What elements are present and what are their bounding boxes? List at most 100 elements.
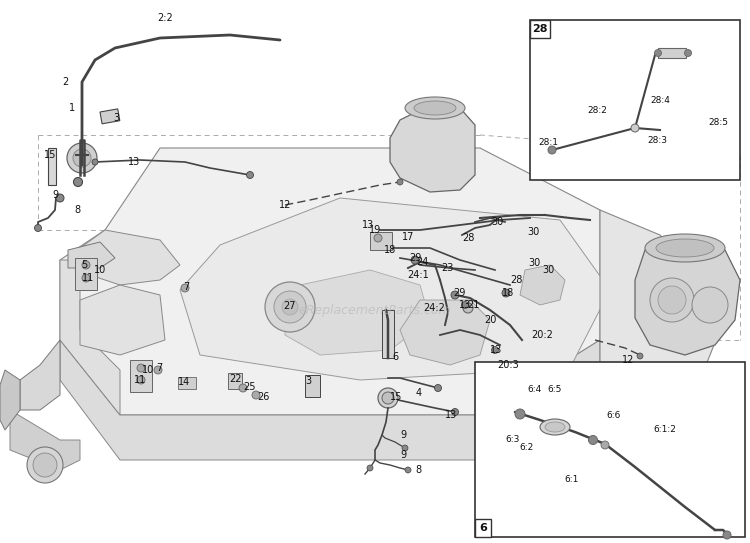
Polygon shape (68, 242, 115, 268)
Circle shape (92, 159, 98, 165)
Text: 25: 25 (244, 382, 256, 392)
Circle shape (502, 289, 510, 297)
Circle shape (515, 409, 525, 419)
Text: 20: 20 (484, 315, 496, 325)
Bar (100, 109, 120, 124)
Bar (178, 377, 196, 389)
Text: 6:6: 6:6 (607, 411, 621, 420)
Circle shape (374, 234, 382, 242)
Circle shape (451, 291, 459, 299)
Bar (130, 360, 152, 392)
Circle shape (402, 445, 408, 451)
Text: 3: 3 (113, 113, 119, 123)
Text: 2: 2 (62, 77, 68, 87)
Text: 14: 14 (178, 377, 190, 387)
Ellipse shape (645, 234, 725, 262)
Circle shape (405, 467, 411, 473)
Text: 6:1: 6:1 (565, 476, 579, 484)
Bar (530, 20, 740, 180)
Circle shape (650, 278, 694, 322)
Polygon shape (0, 370, 20, 430)
Circle shape (247, 172, 254, 179)
Text: 24:2: 24:2 (423, 303, 445, 313)
Text: 10: 10 (142, 365, 154, 375)
Polygon shape (80, 285, 165, 355)
Text: 1: 1 (69, 103, 75, 113)
Polygon shape (390, 105, 475, 192)
Circle shape (655, 49, 662, 56)
Ellipse shape (656, 239, 714, 257)
Polygon shape (10, 410, 80, 470)
Bar (228, 373, 242, 389)
Text: 24: 24 (416, 257, 428, 267)
Circle shape (397, 179, 403, 185)
Text: 28: 28 (462, 233, 474, 243)
Text: 30: 30 (542, 265, 554, 275)
Text: 9: 9 (52, 190, 58, 200)
Bar (382, 310, 394, 358)
Circle shape (56, 194, 64, 202)
Text: 6:4: 6:4 (528, 386, 542, 395)
Text: 28:1: 28:1 (538, 137, 558, 147)
Circle shape (34, 224, 41, 231)
Text: 11: 11 (134, 375, 146, 385)
Circle shape (137, 364, 145, 372)
Text: 13: 13 (459, 300, 471, 310)
Text: 22: 22 (230, 374, 242, 384)
Circle shape (367, 465, 373, 471)
Polygon shape (285, 270, 430, 355)
Circle shape (548, 146, 556, 154)
Polygon shape (600, 210, 720, 410)
Text: eReplacementParts.com: eReplacementParts.com (298, 304, 452, 317)
Text: 6:3: 6:3 (506, 435, 520, 445)
Text: 2:2: 2:2 (158, 13, 172, 23)
Text: 13: 13 (362, 220, 374, 230)
Ellipse shape (414, 101, 456, 115)
Circle shape (265, 282, 315, 332)
Text: 24:1: 24:1 (407, 270, 429, 280)
Polygon shape (60, 340, 600, 460)
Ellipse shape (540, 419, 570, 435)
Circle shape (631, 124, 639, 132)
Text: 27: 27 (284, 301, 296, 311)
Circle shape (589, 435, 598, 445)
Circle shape (181, 284, 189, 292)
Circle shape (239, 384, 247, 392)
Ellipse shape (545, 422, 565, 432)
Text: 7: 7 (156, 363, 162, 373)
Text: 13: 13 (128, 157, 140, 167)
Text: 20:2: 20:2 (531, 330, 553, 340)
Text: 15: 15 (390, 392, 402, 402)
Text: 6: 6 (479, 523, 487, 533)
Circle shape (637, 353, 643, 359)
Text: 30: 30 (528, 258, 540, 268)
Text: 6:5: 6:5 (548, 386, 562, 395)
Circle shape (434, 384, 442, 392)
Text: 28:4: 28:4 (650, 96, 670, 104)
Text: 21: 21 (466, 300, 479, 310)
Text: 10: 10 (94, 265, 106, 275)
Polygon shape (48, 148, 56, 185)
Text: 6:2: 6:2 (520, 444, 534, 452)
Circle shape (74, 178, 82, 186)
Text: 28:3: 28:3 (647, 136, 667, 144)
Text: 28:2: 28:2 (587, 105, 607, 115)
Text: 29: 29 (453, 288, 465, 298)
Circle shape (692, 287, 728, 323)
Text: 9: 9 (400, 430, 406, 440)
Circle shape (73, 149, 91, 167)
Circle shape (461, 301, 469, 308)
Circle shape (685, 49, 692, 56)
Text: 15: 15 (44, 150, 56, 160)
Bar (530, 20, 550, 38)
Text: 26: 26 (256, 392, 269, 402)
Circle shape (601, 441, 609, 449)
Text: 28: 28 (532, 24, 548, 34)
Text: 19: 19 (369, 225, 381, 235)
Bar (75, 258, 97, 290)
Text: 8: 8 (74, 205, 80, 215)
Circle shape (382, 392, 394, 404)
Text: 17: 17 (402, 232, 414, 242)
Polygon shape (80, 230, 180, 285)
Circle shape (378, 388, 398, 408)
